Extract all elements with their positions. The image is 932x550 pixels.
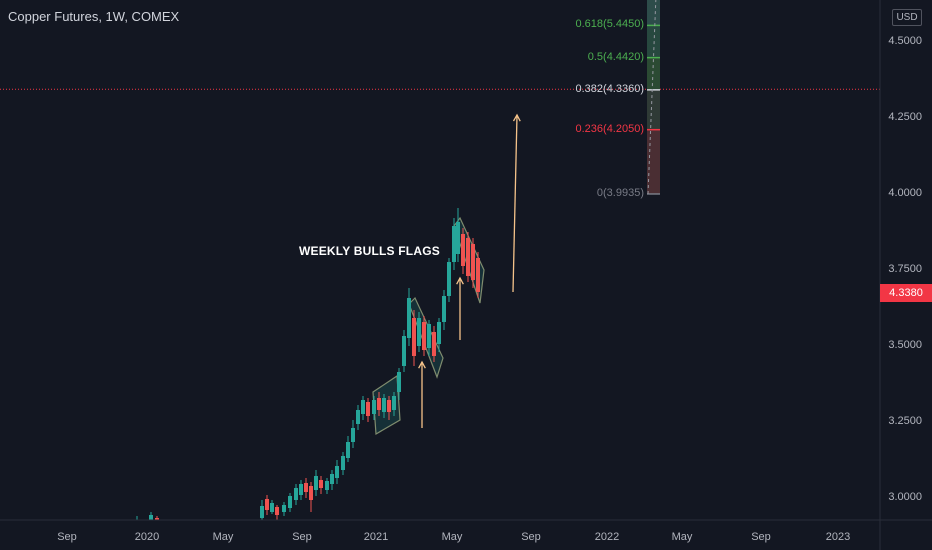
time-axis-bg — [0, 520, 932, 550]
price-tick-label: 3.0000 — [888, 491, 922, 503]
candle-body — [309, 486, 313, 500]
candle-body — [341, 456, 345, 470]
candle-body — [330, 474, 334, 484]
arrowhead — [512, 113, 521, 122]
price-axis-bg — [880, 0, 932, 550]
fib-level-label: 0.382(4.3360) — [575, 82, 645, 95]
price-tick-label: 3.5000 — [888, 339, 922, 351]
price-tick-label: 4.0000 — [888, 187, 922, 199]
candle-body — [149, 515, 153, 520]
fibonacci-zones — [647, 0, 660, 195]
candle-body — [377, 398, 381, 410]
candle-body — [335, 466, 339, 478]
candle-body — [282, 505, 286, 512]
candle-body — [397, 372, 401, 392]
candle-body — [461, 234, 465, 266]
candle-body — [412, 318, 416, 356]
candle-body — [432, 332, 436, 356]
candle-body — [387, 400, 391, 412]
time-tick-label: Sep — [57, 531, 77, 543]
flag-1 — [372, 374, 401, 436]
candle-body — [356, 410, 360, 424]
fib-level-label: 0(3.9935) — [596, 186, 644, 199]
candle-body — [260, 506, 264, 518]
annotation-label: WEEKLY BULLS FLAGS — [299, 244, 440, 258]
candle-body — [288, 496, 292, 508]
candle-body — [361, 400, 365, 414]
currency-label[interactable]: USD — [892, 9, 922, 26]
arrowhead — [418, 360, 426, 369]
candle-body — [325, 481, 329, 490]
time-tick-label: 2022 — [595, 531, 619, 543]
time-tick-label: Sep — [292, 531, 312, 543]
candle-body — [270, 503, 274, 512]
time-tick-label: May — [213, 531, 234, 543]
time-tick-label: Sep — [751, 531, 771, 543]
candle-body — [351, 428, 355, 442]
candle-body — [346, 442, 350, 458]
candle-body — [442, 296, 446, 322]
chart-title: Copper Futures, 1W, COMEX — [8, 9, 180, 24]
fib-zone — [647, 57, 660, 90]
candle-body — [299, 484, 303, 495]
candle-body — [366, 402, 370, 416]
candle-body — [265, 499, 269, 510]
candle-body — [294, 488, 298, 500]
fib-level-label: 0.5(4.4420) — [587, 50, 644, 63]
candlesticks — [135, 208, 480, 523]
fib-zone — [647, 89, 660, 130]
arrows — [418, 113, 521, 428]
candle-body — [407, 298, 411, 338]
candle-body — [456, 222, 460, 254]
price-tick-label: 4.5000 — [888, 35, 922, 47]
candle-body — [314, 476, 318, 490]
price-tick-label: 3.2500 — [888, 415, 922, 427]
candle-body — [275, 507, 279, 515]
candle-body — [476, 258, 480, 292]
candle-body — [427, 324, 431, 348]
time-tick-label: Sep — [521, 531, 541, 543]
candle-body — [417, 318, 421, 346]
candle-body — [466, 238, 470, 276]
time-tick-label: 2023 — [826, 531, 850, 543]
candle-body — [402, 336, 406, 366]
candle-body — [452, 226, 456, 262]
time-tick-label: May — [442, 531, 463, 543]
candle-body — [382, 398, 386, 412]
candle-body — [392, 396, 396, 410]
current-price-tag: 4.3380 — [880, 284, 932, 302]
time-tick-label: 2020 — [135, 531, 159, 543]
candle-body — [437, 322, 441, 344]
candle-body — [304, 483, 308, 492]
fib-level-label: 0.236(4.2050) — [575, 122, 645, 135]
fib-zone — [647, 0, 660, 26]
candle-body — [447, 262, 451, 296]
fib-zone — [647, 25, 660, 58]
price-tick-label: 4.2500 — [888, 111, 922, 123]
candle-body — [422, 322, 426, 350]
arrow-target — [512, 114, 518, 293]
fib-level-label: 0.618(5.4450) — [575, 18, 645, 31]
time-tick-label: 2021 — [364, 531, 388, 543]
candle-body — [471, 244, 475, 280]
price-tick-label: 3.7500 — [888, 263, 922, 275]
candle-body — [372, 400, 376, 414]
time-tick-label: May — [672, 531, 693, 543]
candle-body — [319, 480, 323, 488]
arrowhead — [456, 276, 464, 285]
